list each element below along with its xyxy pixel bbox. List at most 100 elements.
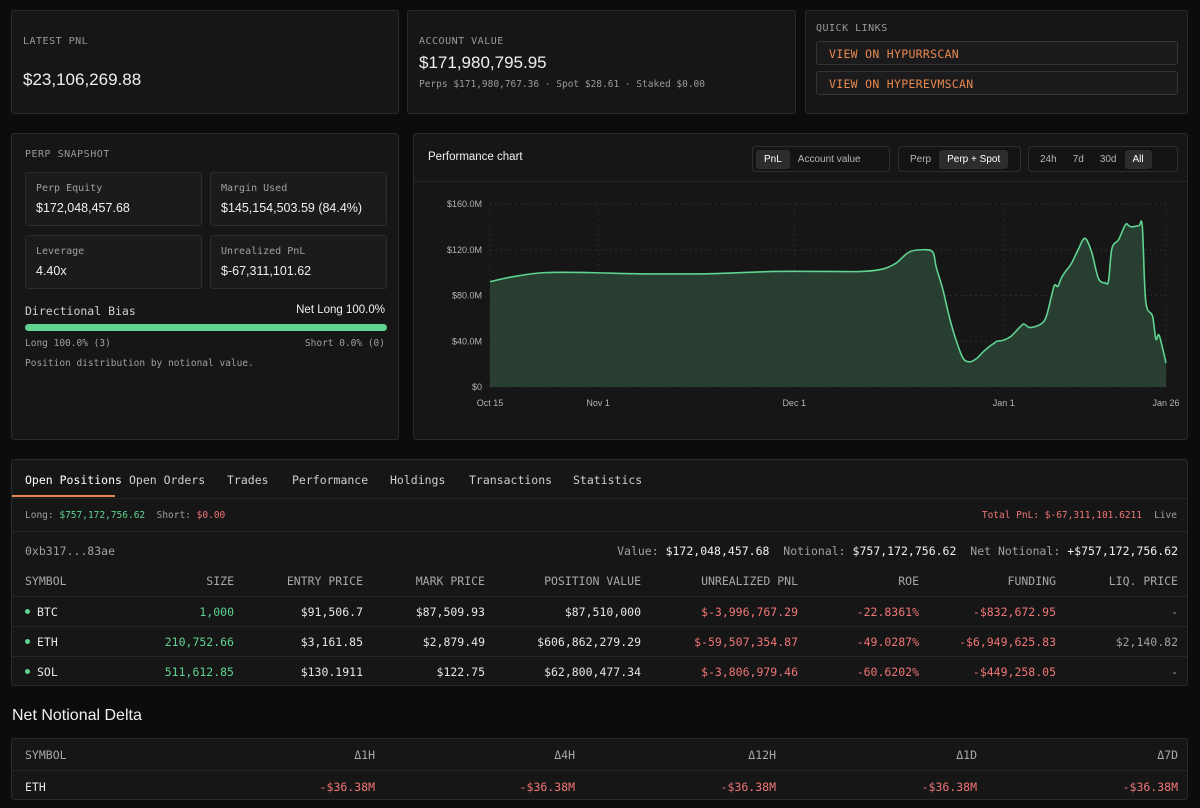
- wallet-address[interactable]: 0xb317...83ae: [25, 544, 116, 558]
- perp-snapshot-title: PERP SNAPSHOT: [25, 149, 110, 160]
- bias-note: Position distribution by notional value.: [25, 358, 254, 369]
- long-dot-icon: [25, 609, 30, 614]
- latest-pnl-card: LATEST PNL $23,106,269.88: [11, 10, 399, 114]
- positions-panel: Open Positions Open Orders Trades Perfor…: [11, 459, 1188, 686]
- position-row-sol[interactable]: SOL 511,612.85 $130.1911 $122.75 $62,800…: [12, 656, 1187, 686]
- delta-7d: -$36.38M: [1122, 780, 1178, 794]
- tab-open-orders[interactable]: Open Orders: [129, 473, 206, 487]
- performance-chart: $0 $40.0M $80.0M $120.0M $160.0M Oct 15 Nov 1 D…: [447, 199, 1180, 408]
- performance-chart-card: Performance chart PnL Account value Perp…: [413, 133, 1188, 440]
- long-dot-icon: [25, 639, 30, 644]
- col-roe: ROE: [898, 574, 919, 588]
- range-7d-button[interactable]: 7d: [1072, 153, 1084, 165]
- account-value-label: ACCOUNT VALUE: [419, 36, 504, 47]
- y-tick-label: $80.0M: [452, 291, 482, 301]
- unrealized-pnl-label: Unrealized PnL: [221, 246, 306, 257]
- position-symbol-btc: BTC: [25, 605, 58, 619]
- long-summary: Long: $757,172,756.62 Short: $0.00: [25, 510, 225, 521]
- bias-bar: [25, 324, 387, 331]
- delta-col-1d: Δ1D: [956, 748, 977, 762]
- range-all-button[interactable]: All: [1124, 149, 1152, 169]
- hyperevmscan-link[interactable]: VIEW ON HYPEREVMSCAN: [816, 71, 1178, 95]
- position-symbol-eth-label: ETH: [37, 635, 58, 649]
- leverage-label: Leverage: [36, 246, 85, 257]
- pnl-area-fill: [490, 220, 1166, 387]
- col-size: SIZE: [206, 574, 234, 588]
- delta-col-7d: Δ7D: [1157, 748, 1178, 762]
- position-row-eth[interactable]: ETH 210,752.66 $3,161.85 $2,879.49 $606,…: [12, 626, 1187, 656]
- margin-used-value: $145,154,503.59 (84.4%): [221, 201, 363, 215]
- position-upnl: $-3,996,767.29: [701, 605, 798, 619]
- wallet-metrics: Value: $172,048,457.68 Notional: $757,17…: [617, 544, 1178, 558]
- account-breakdown: Perps $171,980,767.36 · Spot $28.61 · St…: [419, 79, 705, 90]
- delta-4h: -$36.38M: [519, 780, 575, 794]
- position-upnl: $-3,806,979.46: [701, 665, 798, 679]
- hypurrscan-link[interactable]: VIEW ON HYPURRSCAN: [816, 41, 1178, 65]
- col-mark-price: MARK PRICE: [415, 574, 485, 588]
- long-share: Long 100.0% (3): [25, 338, 111, 349]
- short-summary-label: Short:: [156, 510, 191, 521]
- y-tick-label: $120.0M: [447, 245, 482, 255]
- position-size: 210,752.66: [164, 635, 234, 649]
- col-unrealized-pnl: UNREALIZED PNL: [701, 574, 798, 588]
- delta-row-eth: ETH -$36.38M -$36.38M -$36.38M -$36.38M …: [12, 770, 1187, 800]
- long-summary-value: $757,172,756.62: [59, 510, 146, 521]
- range-24h-button[interactable]: 24h: [1040, 153, 1057, 165]
- position-entry: $130.1911: [300, 665, 363, 679]
- tab-open-positions[interactable]: Open Positions: [25, 473, 122, 487]
- wallet-row: 0xb317...83ae Value: $172,048,457.68 Not…: [12, 531, 1187, 568]
- range-30d-button[interactable]: 30d: [1099, 153, 1117, 165]
- long-summary-label: Long:: [25, 510, 54, 521]
- position-funding: -$6,949,625.83: [959, 635, 1056, 649]
- position-mark: $2,879.49: [422, 635, 485, 649]
- latest-pnl-label: LATEST PNL: [23, 36, 89, 47]
- net-notional-delta-title: Net Notional Delta: [12, 707, 142, 724]
- mode-toggle: PnL Account value: [752, 146, 890, 172]
- short-summary-value: $0.00: [196, 510, 226, 521]
- delta-col-4h: Δ4H: [554, 748, 575, 762]
- account-value-card: ACCOUNT VALUE $171,980,795.95 Perps $171…: [407, 10, 796, 114]
- position-roe: -60.6202%: [856, 665, 919, 679]
- tab-trades[interactable]: Trades: [227, 473, 269, 487]
- position-size: 511,612.85: [164, 665, 234, 679]
- directional-bias-value: Net Long 100.0%: [296, 304, 385, 316]
- leverage-box: Leverage 4.40x: [25, 235, 202, 289]
- perp-equity-label: Perp Equity: [36, 183, 103, 194]
- tab-holdings[interactable]: Holdings: [390, 473, 446, 487]
- short-share: Short 0.0% (0): [304, 338, 385, 349]
- x-tick-label: Dec 1: [782, 398, 806, 408]
- tab-performance[interactable]: Performance: [292, 473, 369, 487]
- range-toggle: 24h 7d 30d All: [1028, 146, 1178, 172]
- mode-account-value-button[interactable]: Account value: [797, 153, 861, 165]
- x-tick-label: Nov 1: [586, 398, 610, 408]
- tab-statistics[interactable]: Statistics: [573, 473, 643, 487]
- position-roe: -22.8361%: [856, 605, 919, 619]
- position-entry: $91,506.7: [300, 605, 363, 619]
- position-symbol-sol: SOL: [25, 665, 58, 679]
- y-tick-label: $40.0M: [452, 336, 482, 346]
- position-symbol-eth: ETH: [25, 635, 58, 649]
- col-entry-price: ENTRY PRICE: [286, 574, 363, 588]
- position-liq: -: [1171, 665, 1178, 679]
- wallet-notional: $757,172,756.62: [852, 544, 957, 558]
- perp-snapshot-card: PERP SNAPSHOT Perp Equity $172,048,457.6…: [11, 133, 399, 440]
- scope-perp-button[interactable]: Perp: [910, 153, 932, 165]
- position-row-btc[interactable]: BTC 1,000 $91,506.7 $87,509.93 $87,510,0…: [12, 596, 1187, 626]
- position-funding: -$449,258.05: [972, 665, 1056, 679]
- y-tick-label: $160.0M: [447, 199, 482, 209]
- total-pnl: Total PnL: $-67,311,101.6211: [981, 510, 1142, 521]
- account-value: $171,980,795.95: [419, 53, 547, 72]
- tab-transactions[interactable]: Transactions: [469, 473, 553, 487]
- position-symbol-btc-label: BTC: [37, 605, 58, 619]
- position-mark: $87,509.93: [415, 605, 485, 619]
- position-funding: -$832,672.95: [972, 605, 1056, 619]
- position-value: $606,862,279.29: [537, 635, 641, 649]
- mode-pnl-button[interactable]: PnL: [756, 149, 790, 169]
- x-tick-label: Oct 15: [477, 398, 504, 408]
- scope-perp-spot-button[interactable]: Perp + Spot: [939, 149, 1009, 169]
- margin-used-label: Margin Used: [221, 183, 288, 194]
- pnl-series-line: [489, 220, 1167, 364]
- col-liq-price: LIQ. PRICE: [1108, 574, 1178, 588]
- wallet-net-notional-label: Net Notional:: [970, 544, 1061, 558]
- wallet-notional-label: Notional:: [783, 544, 846, 558]
